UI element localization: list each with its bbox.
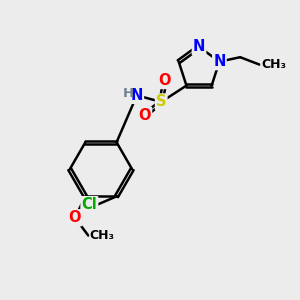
Text: O: O: [69, 210, 81, 225]
Text: N: N: [130, 88, 143, 103]
Text: S: S: [156, 94, 166, 110]
Text: N: N: [193, 39, 205, 54]
Text: CH₃: CH₃: [261, 58, 286, 71]
Text: Cl: Cl: [82, 197, 97, 212]
Text: N: N: [213, 54, 226, 69]
Text: H: H: [123, 87, 134, 101]
Text: O: O: [139, 108, 151, 123]
Text: O: O: [158, 73, 171, 88]
Text: CH₃: CH₃: [90, 229, 115, 242]
